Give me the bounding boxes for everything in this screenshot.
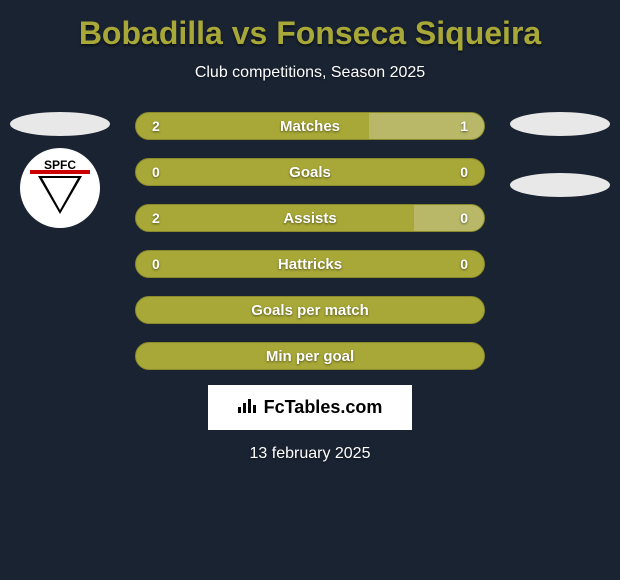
- stat-value-left: 2: [152, 118, 160, 134]
- comparison-area: SPFC Matches 2 1 Goals 0 0 Assists 2 0 Hattricks 0…: [0, 112, 620, 370]
- stat-label: Matches: [280, 118, 340, 135]
- stat-label: Goals per match: [251, 302, 369, 319]
- stat-row: Goals 0 0: [135, 158, 485, 186]
- stat-bar: Matches 2 1: [135, 112, 485, 140]
- stat-value-right: 0: [460, 164, 468, 180]
- stat-row: Assists 2 0: [135, 204, 485, 232]
- stat-label: Assists: [283, 210, 336, 227]
- stat-label: Min per goal: [266, 348, 354, 365]
- brand-box[interactable]: FcTables.com: [208, 385, 413, 430]
- stat-bar: Goals per match: [135, 296, 485, 324]
- stat-bar: Goals 0 0: [135, 158, 485, 186]
- stat-bar: Assists 2 0: [135, 204, 485, 232]
- stat-row: Hattricks 0 0: [135, 250, 485, 278]
- badge-shield-inner: [42, 178, 78, 210]
- right-oval-badge-2: [510, 173, 610, 197]
- stat-value-left: 0: [152, 256, 160, 272]
- stat-row: Matches 2 1: [135, 112, 485, 140]
- stat-value-right: 0: [460, 256, 468, 272]
- chart-icon: [238, 397, 258, 418]
- subtitle: Club competitions, Season 2025: [195, 64, 425, 82]
- right-column: [500, 112, 620, 370]
- left-club-badge: SPFC: [20, 148, 100, 228]
- stat-bar: Hattricks 0 0: [135, 250, 485, 278]
- stat-value-right: 0: [460, 210, 468, 226]
- left-column: SPFC: [0, 112, 120, 370]
- stat-row: Goals per match: [135, 296, 485, 324]
- stat-label: Hattricks: [278, 256, 342, 273]
- stat-value-left: 0: [152, 164, 160, 180]
- main-container: Bobadilla vs Fonseca Siqueira Club compe…: [0, 0, 620, 580]
- date-text: 13 february 2025: [250, 445, 371, 463]
- stat-value-right: 1: [460, 118, 468, 134]
- stat-label: Goals: [289, 164, 331, 181]
- page-title: Bobadilla vs Fonseca Siqueira: [79, 15, 541, 52]
- brand-text: FcTables.com: [264, 397, 383, 418]
- right-oval-badge-1: [510, 112, 610, 136]
- stats-column: Matches21Goals00Assists20Hattricks00Goal…: [120, 112, 500, 370]
- stat-bar-right: [414, 205, 484, 231]
- stat-bar: Min per goal: [135, 342, 485, 370]
- stat-row: Min per goal: [135, 342, 485, 370]
- badge-text: SPFC: [44, 158, 76, 172]
- left-oval-badge-1: [10, 112, 110, 136]
- stat-value-left: 2: [152, 210, 160, 226]
